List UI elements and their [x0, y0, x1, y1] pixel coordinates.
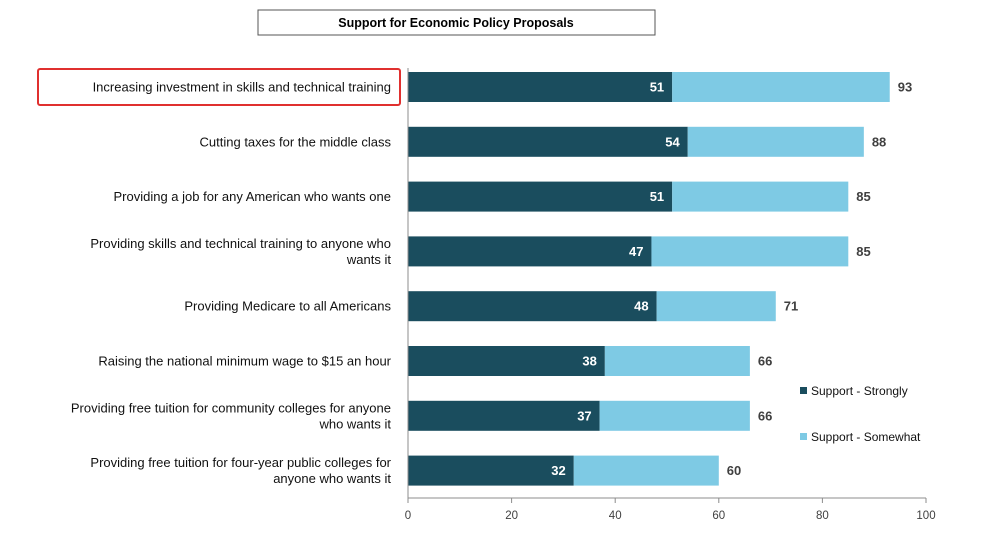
- bar-value-strongly: 32: [551, 463, 565, 478]
- category-label: Providing free tuition for community col…: [71, 400, 391, 431]
- category-label: Raising the national minimum wage to $15…: [98, 354, 391, 369]
- bar-value-strongly: 38: [582, 354, 596, 369]
- bar-total-label: 66: [758, 354, 772, 369]
- legend-swatch: [800, 387, 807, 394]
- category-label: Providing a job for any American who wan…: [114, 189, 392, 204]
- category-label: Providing Medicare to all Americans: [184, 299, 391, 314]
- category-label-line: who wants it: [318, 416, 391, 431]
- x-tick-label: 40: [609, 510, 622, 522]
- legend: Support - Strongly Support - Somewhat: [800, 384, 921, 444]
- category-label-line: Providing skills and technical training …: [90, 236, 391, 251]
- x-tick-label: 80: [816, 510, 829, 522]
- bar-strongly: [408, 181, 673, 212]
- bar-total-label: 60: [727, 463, 741, 478]
- category-label-line: Cutting taxes for the middle class: [200, 134, 392, 149]
- x-tick-label: 100: [916, 510, 935, 522]
- category-label-line: wants it: [346, 252, 391, 267]
- bar-strongly: [408, 346, 605, 376]
- category-label-line: Raising the national minimum wage to $15…: [98, 354, 391, 369]
- bar-somewhat: [599, 400, 750, 431]
- bar-somewhat: [573, 455, 719, 486]
- bar-somewhat: [651, 236, 849, 267]
- category-label-line: Providing free tuition for four-year pub…: [90, 455, 391, 470]
- category-label-line: Providing a job for any American who wan…: [114, 189, 392, 204]
- legend-swatch: [800, 433, 807, 440]
- bar-strongly: [408, 236, 652, 267]
- category-labels: Increasing investment in skills and tech…: [37, 68, 401, 486]
- category-label-line: Providing Medicare to all Americans: [184, 299, 391, 314]
- bar-somewhat: [687, 126, 864, 157]
- chart-title-box: [257, 9, 656, 36]
- highlight-box: [37, 68, 401, 106]
- bar-value-strongly: 51: [650, 189, 664, 204]
- legend-label: Support - Somewhat: [811, 430, 921, 444]
- bar-total-label: 66: [758, 408, 772, 423]
- category-label: Increasing investment in skills and tech…: [93, 80, 391, 95]
- x-axis: 0 20 40 60 80 100: [405, 68, 936, 522]
- x-tick-label: 0: [405, 510, 411, 522]
- bar-value-strongly: 37: [577, 408, 591, 423]
- bar-strongly: [408, 291, 657, 322]
- bar-value-strongly: 51: [650, 80, 664, 95]
- bar-strongly: [408, 400, 600, 431]
- category-label-line: Increasing investment in skills and tech…: [93, 80, 391, 95]
- x-tick-label: 20: [505, 510, 518, 522]
- category-label-line: Providing free tuition for community col…: [71, 400, 391, 415]
- bar-total-label: 93: [898, 80, 912, 95]
- bar-value-strongly: 47: [629, 244, 643, 259]
- bar-total-label: 85: [856, 244, 870, 259]
- bar-total-label: 71: [784, 299, 798, 314]
- chart-title: Support for Economic Policy Proposals: [338, 16, 574, 30]
- bar-value-strongly: 48: [634, 299, 648, 314]
- bar-strongly: [408, 72, 673, 102]
- category-label: Cutting taxes for the middle class: [200, 134, 392, 149]
- category-label: Providing free tuition for four-year pub…: [90, 455, 391, 486]
- bar-strongly: [408, 126, 688, 157]
- category-label-line: anyone who wants it: [273, 471, 391, 486]
- bar-total-label: 85: [856, 189, 870, 204]
- bar-strongly: [408, 455, 574, 486]
- bar-value-strongly: 54: [665, 134, 680, 149]
- bars-layer: 51 93 54 88 51 85 47 85 48 71 38 66 37 66 32 60: [408, 72, 912, 486]
- category-label: Providing skills and technical training …: [90, 236, 391, 267]
- legend-label: Support - Strongly: [811, 384, 908, 398]
- bar-somewhat: [672, 181, 849, 212]
- bar-somewhat: [656, 291, 776, 322]
- x-tick-label: 60: [712, 510, 725, 522]
- bar-total-label: 88: [872, 134, 886, 149]
- bar-somewhat: [604, 346, 750, 376]
- bar-somewhat: [672, 72, 890, 102]
